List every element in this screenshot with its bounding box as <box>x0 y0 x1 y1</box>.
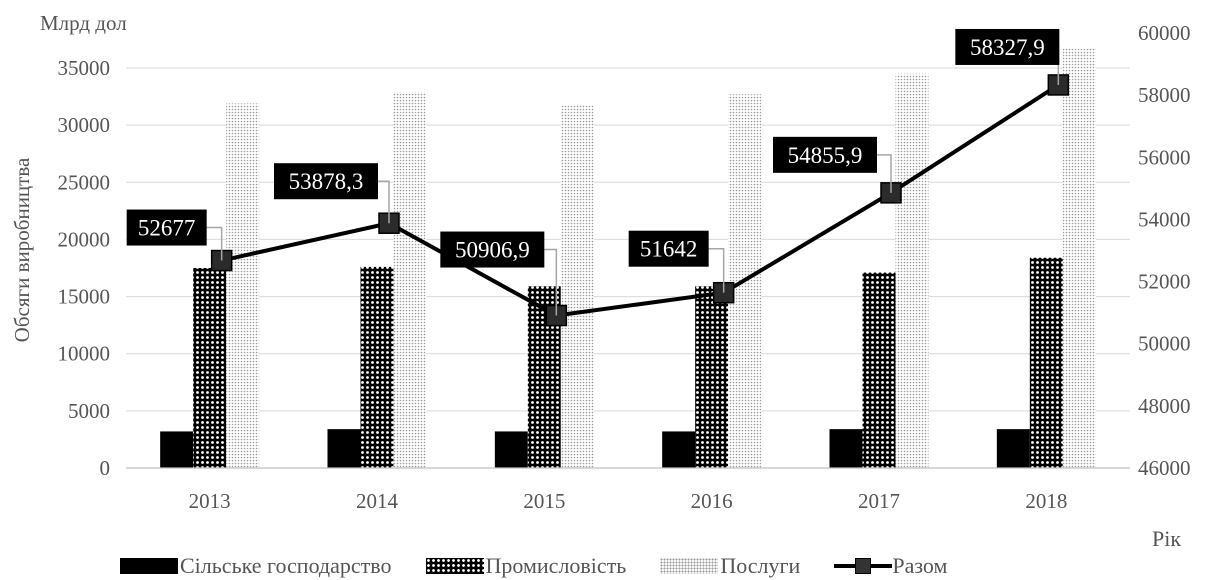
data-label-box <box>126 209 207 246</box>
bar-services <box>895 73 929 468</box>
total-line <box>210 74 1070 327</box>
y2-tick-label: 56000 <box>1138 145 1191 169</box>
y-tick-label: 15000 <box>58 285 111 309</box>
axes: 0 5000 10000 15000 20000 25000 30000 35000 46000… <box>58 21 1191 513</box>
y2-tick-label: 46000 <box>1138 456 1191 480</box>
data-label: 50906,9 <box>455 238 530 263</box>
bar-industry <box>360 266 394 468</box>
legend: Сільське господарство Промисловість Посл… <box>120 553 981 579</box>
bar-services <box>1062 48 1096 468</box>
legend-item-total: Разом <box>834 553 947 579</box>
legend-item-agriculture: Сільське господарство <box>120 553 392 579</box>
bar-agriculture <box>996 429 1030 468</box>
y2-tick-label: 50000 <box>1138 332 1191 356</box>
legend-label-total: Разом <box>892 553 948 578</box>
legend-swatch-services <box>660 558 719 574</box>
bar-agriculture <box>160 431 194 468</box>
y-tick-label: 35000 <box>58 56 111 80</box>
gridlines <box>126 67 1130 469</box>
y-tick-label: 0 <box>100 456 111 480</box>
bar-agriculture <box>829 429 863 468</box>
bar-industry <box>862 272 896 468</box>
data-labels: 52677 53878,3 50906,9 51642 54855,9 58327,9 <box>126 28 1060 316</box>
data-label: 52677 <box>138 216 196 241</box>
data-label-box <box>628 230 709 267</box>
legend-swatch-agriculture <box>120 558 178 574</box>
y2-tick-label: 48000 <box>1138 394 1191 418</box>
data-label: 54855,9 <box>788 143 863 168</box>
legend-swatch-total <box>834 558 893 574</box>
data-label-leader <box>206 226 223 261</box>
data-label-leader <box>708 247 725 293</box>
bars <box>160 48 1096 469</box>
bar-services <box>393 92 427 468</box>
total-line-path <box>221 83 1060 318</box>
bar-agriculture <box>662 431 696 468</box>
bar-agriculture <box>327 429 361 468</box>
data-label: 58327,9 <box>970 35 1045 60</box>
chart: 52677 53878,3 50906,9 51642 54855,9 58327,9 0… <box>10 11 1191 513</box>
bar-services <box>226 103 260 468</box>
bar-agriculture <box>494 431 528 468</box>
bar-industry <box>193 268 227 468</box>
legend-label-agriculture: Сільське господарство <box>180 553 392 578</box>
data-label-box <box>274 163 378 200</box>
data-label: 53878,3 <box>289 169 364 194</box>
y2-tick-label: 60000 <box>1138 21 1191 45</box>
data-label: 51642 <box>640 237 698 262</box>
legend-label-industry: Промисловість <box>485 553 627 578</box>
y-tick-label: 10000 <box>58 342 111 366</box>
y2-tick-label: 52000 <box>1138 270 1191 294</box>
y-unit-label: Млрд дол <box>40 11 127 35</box>
data-label-box <box>955 28 1060 65</box>
bar-services <box>560 104 594 469</box>
y-tick-label: 20000 <box>58 227 111 251</box>
legend-item-industry: Промисловість <box>425 553 627 579</box>
legend-item-services: Послуги <box>660 553 800 579</box>
x-tick-label: 2014 <box>356 489 399 513</box>
bar-industry <box>1029 257 1063 468</box>
bar-industry <box>695 286 729 468</box>
x-tick-label: 2018 <box>1025 489 1067 513</box>
y2-tick-label: 54000 <box>1138 207 1191 231</box>
x-tick-label: 2013 <box>189 489 231 513</box>
data-label-leader <box>544 248 558 316</box>
y2-tick-label: 58000 <box>1138 83 1191 107</box>
y-tick-label: 25000 <box>58 170 111 194</box>
legend-label-services: Послуги <box>720 553 801 578</box>
x-tick-label: 2015 <box>523 489 565 513</box>
legend-swatch-industry <box>425 558 484 574</box>
data-label-leader <box>877 154 892 193</box>
y-tick-label: 30000 <box>58 113 111 137</box>
x-tick-label: 2016 <box>691 489 733 513</box>
x-tick-label: 2017 <box>858 489 900 513</box>
y-tick-label: 5000 <box>68 399 110 423</box>
x-axis-title: Рік <box>1152 526 1182 551</box>
data-label-leader <box>378 180 390 224</box>
data-label-box <box>773 136 877 173</box>
y-axis-title: Обсяги виробництва <box>10 157 34 342</box>
data-label-box <box>440 231 545 268</box>
